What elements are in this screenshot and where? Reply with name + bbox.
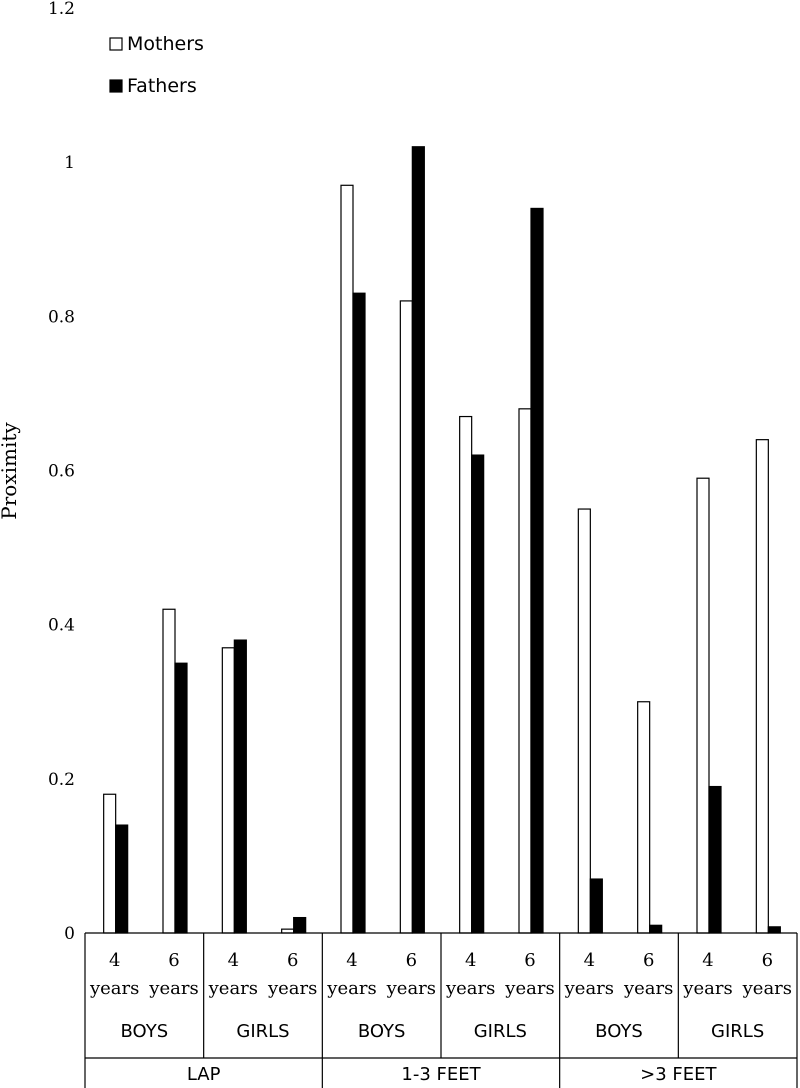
bar-mothers — [221, 647, 235, 934]
bars — [103, 146, 781, 934]
bar-mothers — [340, 184, 354, 934]
age-number-label: 4 — [109, 950, 120, 971]
age-number-label: 4 — [346, 950, 357, 971]
gender-label: GIRLS — [711, 1021, 764, 1042]
bar-fathers — [115, 824, 129, 934]
bar-fathers — [767, 926, 781, 934]
x-axis-category-table: 4 years 6 years 4 years 6 years 4 years 6 years 4 yea… — [84, 932, 798, 1088]
bar-mothers — [518, 408, 532, 934]
y-axis-title: Proximity — [0, 422, 21, 520]
legend-label-fathers: Fathers — [127, 75, 197, 97]
age-unit-label: years — [445, 978, 495, 999]
age-number-label: 4 — [228, 950, 239, 971]
bar-mothers — [459, 415, 473, 934]
age-number-label: 6 — [287, 950, 298, 971]
age-unit-label: years — [623, 978, 673, 999]
legend-swatch-mothers — [109, 37, 123, 51]
y-axis-tick-labels: 0 0.2 0.4 0.6 0.8 1 1.2 — [48, 0, 75, 944]
bar-fathers — [411, 146, 425, 934]
bar-mothers — [162, 608, 176, 934]
age-unit-label: years — [682, 978, 732, 999]
age-number-label: 6 — [406, 950, 417, 971]
y-tick-label: 0.8 — [48, 307, 75, 327]
y-tick-label: 0 — [64, 924, 75, 944]
bar-fathers — [352, 292, 366, 934]
bar-mothers — [755, 439, 769, 934]
age-unit-label: years — [386, 978, 436, 999]
gender-label: GIRLS — [474, 1021, 527, 1042]
bar-mothers — [696, 477, 710, 934]
age-number-label: 6 — [643, 950, 654, 971]
gender-label: BOYS — [358, 1021, 406, 1042]
age-number-label: 4 — [702, 950, 713, 971]
age-unit-label: years — [504, 978, 554, 999]
y-tick-label: 1 — [64, 153, 75, 173]
bar-fathers — [471, 454, 485, 934]
bar-mothers — [103, 793, 117, 934]
bar-fathers — [530, 207, 544, 934]
gender-label: BOYS — [595, 1021, 643, 1042]
legend-label-mothers: Mothers — [127, 33, 204, 55]
bar-fathers — [649, 924, 663, 934]
age-unit-label: years — [208, 978, 258, 999]
age-unit-label: years — [564, 978, 614, 999]
age-number-label: 4 — [584, 950, 595, 971]
legend: Mothers Fathers — [109, 33, 204, 97]
age-unit-label: years — [267, 978, 317, 999]
bar-mothers — [399, 300, 413, 934]
bar-fathers — [589, 878, 603, 934]
proximity-group-label: 1-3 FEET — [401, 1064, 481, 1085]
age-number-label: 6 — [168, 950, 179, 971]
age-number-label: 4 — [465, 950, 476, 971]
bar-fathers — [174, 662, 188, 934]
age-unit-label: years — [326, 978, 376, 999]
age-number-label: 6 — [524, 950, 535, 971]
y-tick-label: 0.2 — [48, 770, 75, 790]
y-tick-label: 0.6 — [48, 462, 75, 482]
age-number-label: 6 — [762, 950, 773, 971]
age-unit-label: years — [148, 978, 198, 999]
age-unit-label: years — [742, 978, 792, 999]
bar-fathers — [233, 639, 247, 934]
bar-mothers — [637, 701, 651, 934]
y-tick-label: 0.4 — [48, 616, 75, 636]
gender-label: GIRLS — [236, 1021, 289, 1042]
legend-swatch-fathers — [109, 79, 123, 93]
y-tick-label: 1.2 — [48, 0, 75, 19]
proximity-group-label: >3 FEET — [640, 1064, 717, 1085]
bar-fathers — [708, 785, 722, 934]
bar-mothers — [577, 508, 591, 934]
gender-label: BOYS — [121, 1021, 169, 1042]
bar-fathers — [293, 916, 307, 934]
age-unit-label: years — [89, 978, 139, 999]
proximity-group-label: LAP — [187, 1064, 221, 1085]
